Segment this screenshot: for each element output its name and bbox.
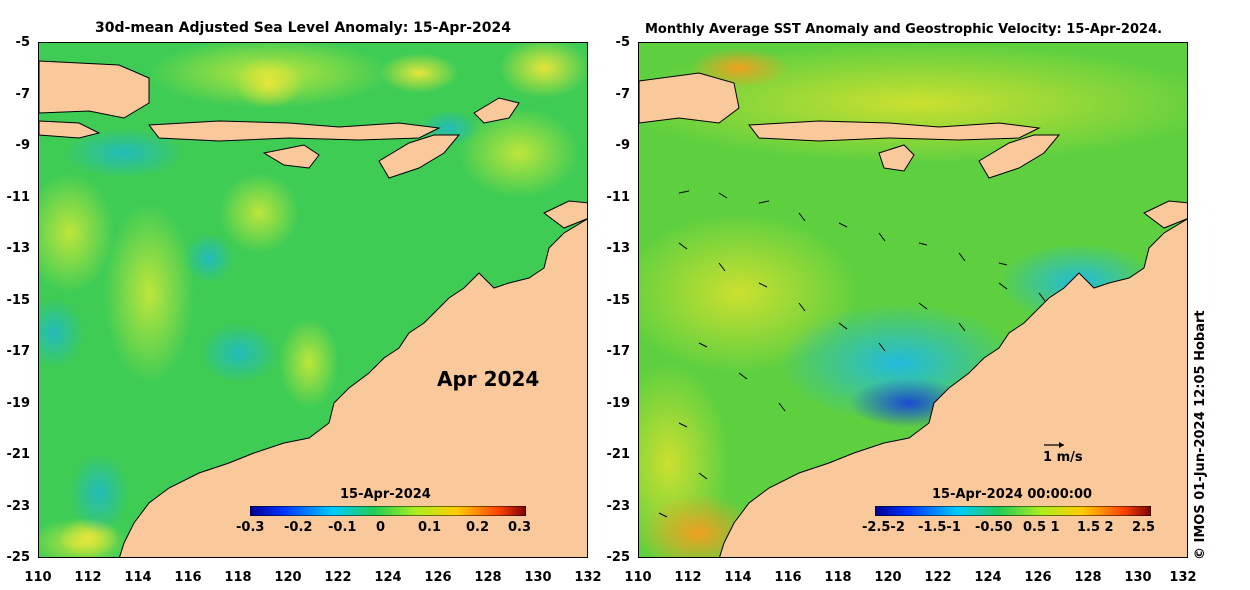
sla-colorbar-tick: 0.2	[466, 520, 490, 535]
right-x-tick: 112	[674, 570, 702, 585]
right-y-tick: -7	[615, 87, 630, 102]
right-x-tick: 130	[1124, 570, 1152, 585]
right-x-tick: 124	[974, 570, 1002, 585]
sst-colorbar-tick: -2.5-2	[862, 520, 905, 535]
right-x-tick: 126	[1024, 570, 1052, 585]
left-y-tick: -25	[6, 550, 31, 565]
sst-colorbar-date: 15-Apr-2024 00:00:00	[932, 487, 1093, 502]
left-x-tick: 128	[474, 570, 502, 585]
left-x-tick: 112	[74, 570, 102, 585]
left-x-tick: 110	[24, 570, 52, 585]
left-y-tick: -23	[6, 499, 31, 514]
imos-credit: © IMOS 01-Jun-2024 12:05 Hobart	[1193, 310, 1208, 560]
sla-map-canvas	[39, 43, 587, 557]
left-x-tick: 118	[224, 570, 252, 585]
velocity-scale-label: 1 m/s	[1043, 450, 1083, 465]
right-x-tick: 118	[824, 570, 852, 585]
right-x-tick: 122	[924, 570, 952, 585]
sla-colorbar-tick: 0	[376, 520, 386, 535]
australia-landmass	[719, 218, 1187, 557]
left-x-tick: 120	[274, 570, 302, 585]
left-x-tick: 126	[424, 570, 452, 585]
left-x-tick: 122	[324, 570, 352, 585]
left-x-tick: 124	[374, 570, 402, 585]
left-map-title: 30d-mean Adjusted Sea Level Anomaly: 15-…	[95, 20, 512, 36]
sst-colorbar	[875, 506, 1151, 516]
right-y-tick: -19	[606, 396, 631, 411]
right-y-tick: -17	[606, 344, 631, 359]
sla-colorbar-tick: -0.2	[284, 520, 313, 535]
left-x-tick: 114	[124, 570, 152, 585]
right-x-tick: 132	[1169, 570, 1197, 585]
sst-colorbar-tick: 2.5	[1132, 520, 1156, 535]
left-y-tick: -19	[6, 396, 31, 411]
sst-colorbar-tick: 0.5 1	[1023, 520, 1060, 535]
right-y-tick: -15	[606, 293, 631, 308]
right-y-tick: -25	[606, 550, 631, 565]
sst-colorbar-tick: 1.5 2	[1077, 520, 1114, 535]
sla-colorbar-tick: 0.3	[508, 520, 532, 535]
left-y-tick: -9	[15, 138, 30, 153]
sla-colorbar-tick: -0.1	[328, 520, 357, 535]
sla-colorbar	[250, 506, 526, 516]
left-y-tick: -13	[6, 241, 31, 256]
right-y-tick: -5	[615, 35, 630, 50]
australia-landmass	[119, 218, 587, 557]
left-y-tick: -21	[6, 447, 31, 462]
left-x-tick: 132	[574, 570, 602, 585]
left-x-tick: 130	[524, 570, 552, 585]
right-x-tick: 110	[624, 570, 652, 585]
velocity-vectors	[658, 190, 1046, 518]
left-y-tick: -7	[15, 87, 30, 102]
sla-colorbar-tick: -0.3	[236, 520, 265, 535]
right-x-tick: 128	[1074, 570, 1102, 585]
left-y-tick: -11	[6, 190, 31, 205]
sla-colorbar-date: 15-Apr-2024	[340, 487, 431, 502]
sst-colorbar-tick: -1.5-1	[918, 520, 961, 535]
right-y-tick: -11	[606, 190, 631, 205]
right-x-tick: 116	[774, 570, 802, 585]
sea-level-anomaly-map	[38, 42, 588, 558]
right-x-tick: 120	[874, 570, 902, 585]
right-x-tick: 114	[724, 570, 752, 585]
right-y-tick: -21	[606, 447, 631, 462]
left-y-tick: -17	[6, 344, 31, 359]
sla-colorbar-tick: 0.1	[418, 520, 442, 535]
right-y-tick: -23	[606, 499, 631, 514]
right-map-title: Monthly Average SST Anomaly and Geostrop…	[645, 22, 1163, 37]
month-label: Apr 2024	[437, 367, 540, 391]
left-y-tick: -15	[6, 293, 31, 308]
left-y-tick: -5	[15, 35, 30, 50]
right-y-tick: -13	[606, 241, 631, 256]
sst-map-canvas	[639, 43, 1187, 557]
sst-anomaly-map	[638, 42, 1188, 558]
right-y-tick: -9	[615, 138, 630, 153]
sst-colorbar-tick: -0.50	[975, 520, 1013, 535]
left-x-tick: 116	[174, 570, 202, 585]
